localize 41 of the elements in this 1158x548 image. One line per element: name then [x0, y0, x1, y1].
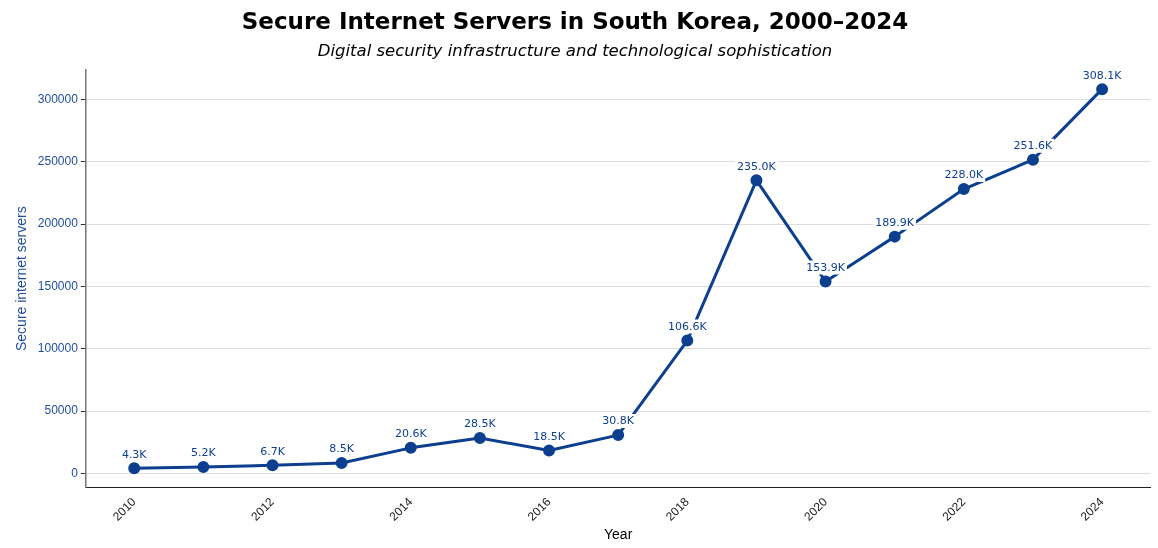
y-tick-label: 250000	[37, 153, 79, 168]
y-axis-title: Secure internet servers	[13, 206, 30, 352]
y-tick-label: 100000	[37, 341, 79, 356]
data-label: 18.5K	[533, 429, 566, 443]
point	[543, 444, 556, 457]
point	[1096, 83, 1109, 96]
data-label: 5.2K	[191, 446, 217, 460]
data-label: 106.6K	[667, 319, 708, 333]
data-label: 8.5K	[329, 442, 355, 456]
y-tick-label: 50000	[44, 403, 79, 418]
y-tick-label: 0	[71, 465, 79, 480]
y-tick-label: 300000	[37, 91, 79, 106]
data-label: 235.0K	[737, 159, 777, 173]
point	[957, 183, 970, 196]
point	[197, 461, 210, 474]
y-tick-label: 150000	[37, 278, 79, 293]
point	[128, 462, 141, 475]
data-label: 153.9K	[806, 260, 846, 274]
data-label: 228.0K	[944, 168, 984, 182]
data-label: 6.7K	[260, 444, 286, 458]
data-label: 28.5K	[464, 417, 497, 431]
point	[404, 441, 417, 454]
point	[681, 334, 694, 347]
data-label: 189.9K	[875, 215, 915, 229]
point	[750, 174, 763, 187]
point	[612, 429, 625, 442]
data-label: 20.6K	[394, 427, 428, 441]
x-axis-title: Year	[604, 526, 633, 543]
data-label: 4.3K	[121, 447, 148, 461]
y-tick-label: 200000	[37, 216, 79, 231]
data-label: 308.1K	[1082, 68, 1123, 82]
chart-title: Secure Internet Servers in South Korea, 2000–2024	[240, 8, 910, 34]
point	[473, 431, 486, 444]
point	[266, 459, 279, 472]
point	[819, 275, 832, 288]
point	[335, 456, 348, 469]
data-label: 30.8K	[602, 414, 635, 428]
point	[888, 230, 901, 243]
chart-subtitle: Digital security infrastructure and technological sophistication	[316, 41, 834, 60]
data-label: 251.6K	[1013, 139, 1054, 153]
point	[1026, 153, 1039, 166]
